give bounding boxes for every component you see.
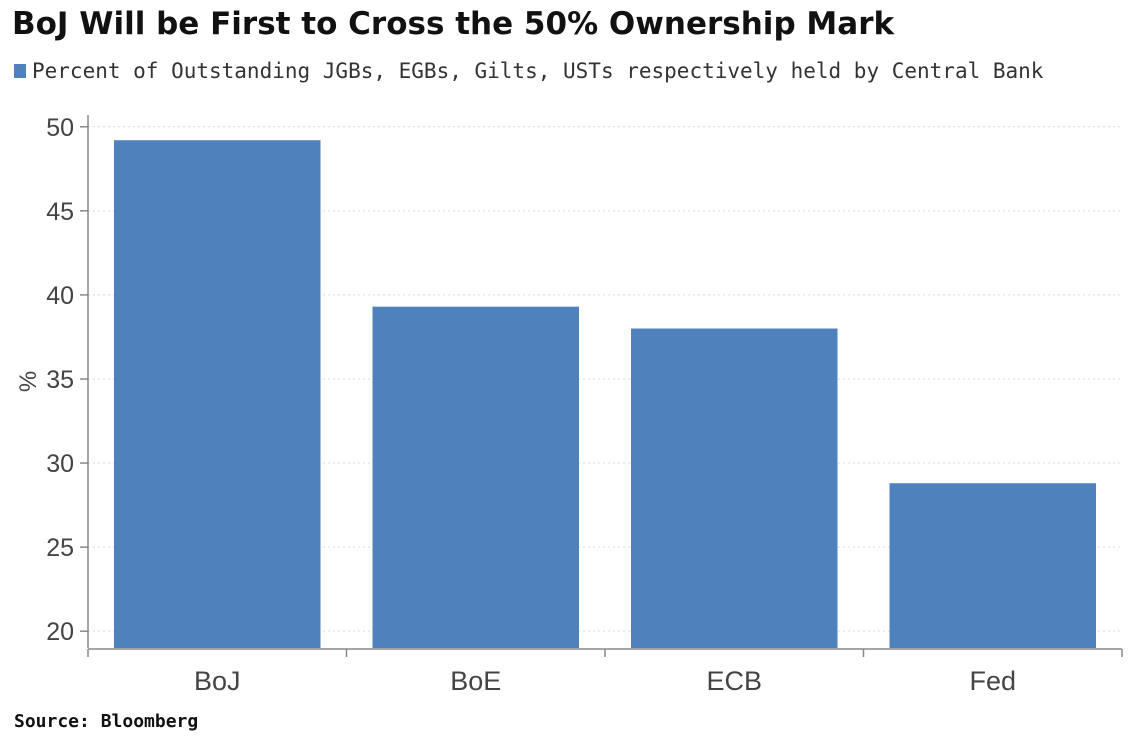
x-tick-label: BoJ [194, 666, 241, 696]
y-axis-label: % [15, 371, 42, 392]
bar-ecb [631, 328, 838, 648]
legend: Percent of Outstanding JGBs, EGBs, Gilts… [14, 59, 1043, 83]
x-tick-label: Fed [969, 666, 1016, 696]
legend-swatch [14, 64, 26, 78]
y-tick-label: 20 [46, 618, 74, 646]
y-tick-label: 50 [46, 114, 74, 142]
y-tick-label: 45 [46, 198, 74, 226]
bar-fed [889, 483, 1096, 648]
y-tick-label: 40 [46, 282, 74, 310]
y-tick-label: 25 [46, 534, 74, 562]
bar-boj [114, 140, 321, 648]
source-note: Source: Bloomberg [14, 711, 199, 732]
bar-boe [372, 306, 579, 648]
y-tick-label: 30 [46, 450, 74, 478]
x-tick-label: BoE [450, 666, 501, 696]
y-tick-label: 35 [46, 366, 74, 394]
legend-label: Percent of Outstanding JGBs, EGBs, Gilts… [32, 59, 1044, 83]
x-tick-label: ECB [706, 666, 762, 696]
chart-title: BoJ Will be First to Cross the 50% Owner… [12, 6, 895, 42]
